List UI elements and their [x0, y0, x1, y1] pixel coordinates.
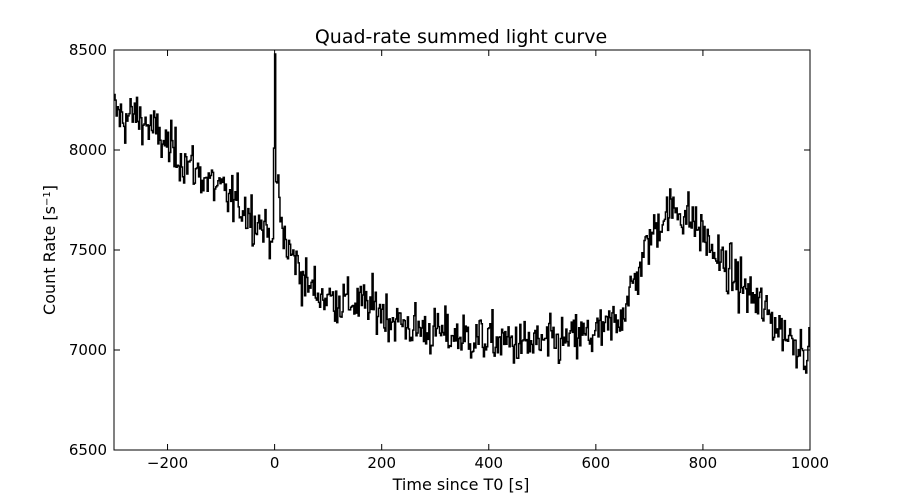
y-axis-label-tail: ]: [40, 185, 59, 191]
x-tick-label: 600: [582, 454, 611, 472]
x-tick-label: 200: [367, 454, 396, 472]
y-tick-label: 8500: [69, 41, 107, 59]
y-axis-label-main: Count Rate [s: [40, 206, 59, 315]
chart-title: Quad-rate summed light curve: [315, 26, 607, 48]
x-tick-label: 0: [270, 454, 280, 472]
y-tick-label: 7500: [69, 241, 107, 259]
y-tick-label: 6500: [69, 441, 107, 459]
y-axis: 6500 7000 7500 8000 8500: [69, 41, 810, 459]
x-tick-label: 1000: [791, 454, 829, 472]
y-tick-label: 8000: [69, 141, 107, 159]
x-tick-label: 400: [474, 454, 503, 472]
x-axis: −200 0 200 400 600 800 1000: [147, 50, 829, 472]
y-axis-label: Count Rate [s−1]: [40, 185, 59, 315]
x-tick-label: 800: [689, 454, 718, 472]
series-line: [114, 53, 810, 374]
y-tick-label: 7000: [69, 341, 107, 359]
x-tick-label: −200: [147, 454, 188, 472]
y-axis-label-sup: −1: [42, 191, 53, 206]
x-axis-label: Time since T0 [s]: [392, 475, 530, 494]
